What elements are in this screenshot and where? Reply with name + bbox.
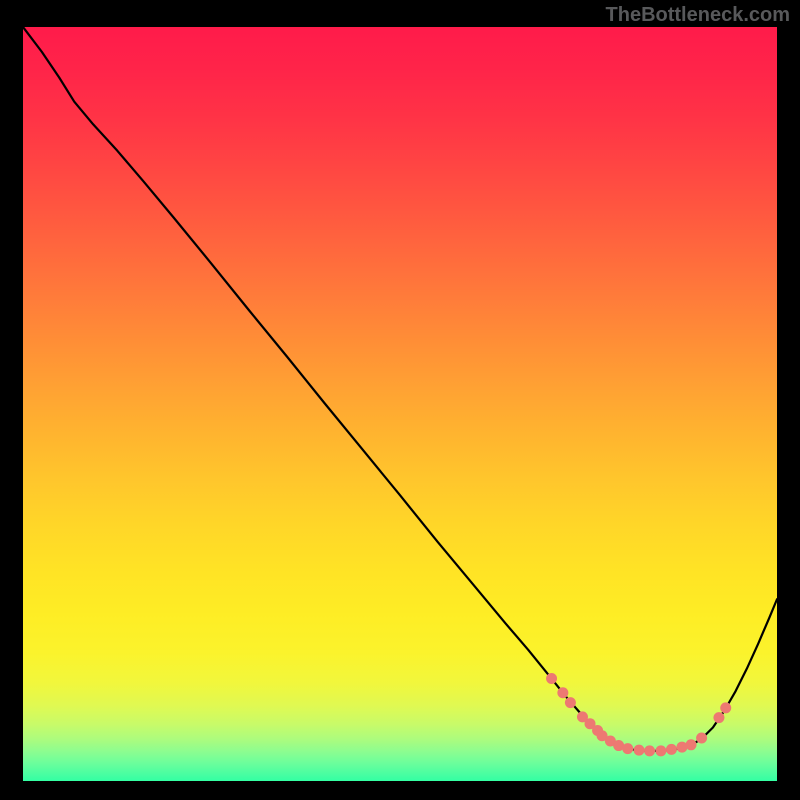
- plot-area: [23, 27, 777, 781]
- marker-point: [622, 743, 633, 754]
- marker-point: [557, 687, 568, 698]
- marker-point: [720, 702, 731, 713]
- chart-container: TheBottleneck.com: [0, 0, 800, 800]
- marker-point: [546, 673, 557, 684]
- valley-markers: [546, 673, 731, 756]
- bottleneck-curve: [23, 27, 777, 751]
- marker-point: [655, 745, 666, 756]
- marker-point: [644, 745, 655, 756]
- marker-point: [565, 697, 576, 708]
- watermark-text: TheBottleneck.com: [606, 4, 790, 27]
- marker-point: [666, 744, 677, 755]
- marker-point: [634, 745, 645, 756]
- curve-layer: [23, 27, 777, 781]
- marker-point: [696, 733, 707, 744]
- marker-point: [713, 712, 724, 723]
- marker-point: [686, 739, 697, 750]
